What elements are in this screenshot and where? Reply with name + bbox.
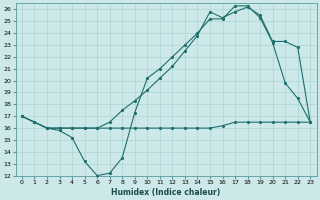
X-axis label: Humidex (Indice chaleur): Humidex (Indice chaleur): [111, 188, 221, 197]
